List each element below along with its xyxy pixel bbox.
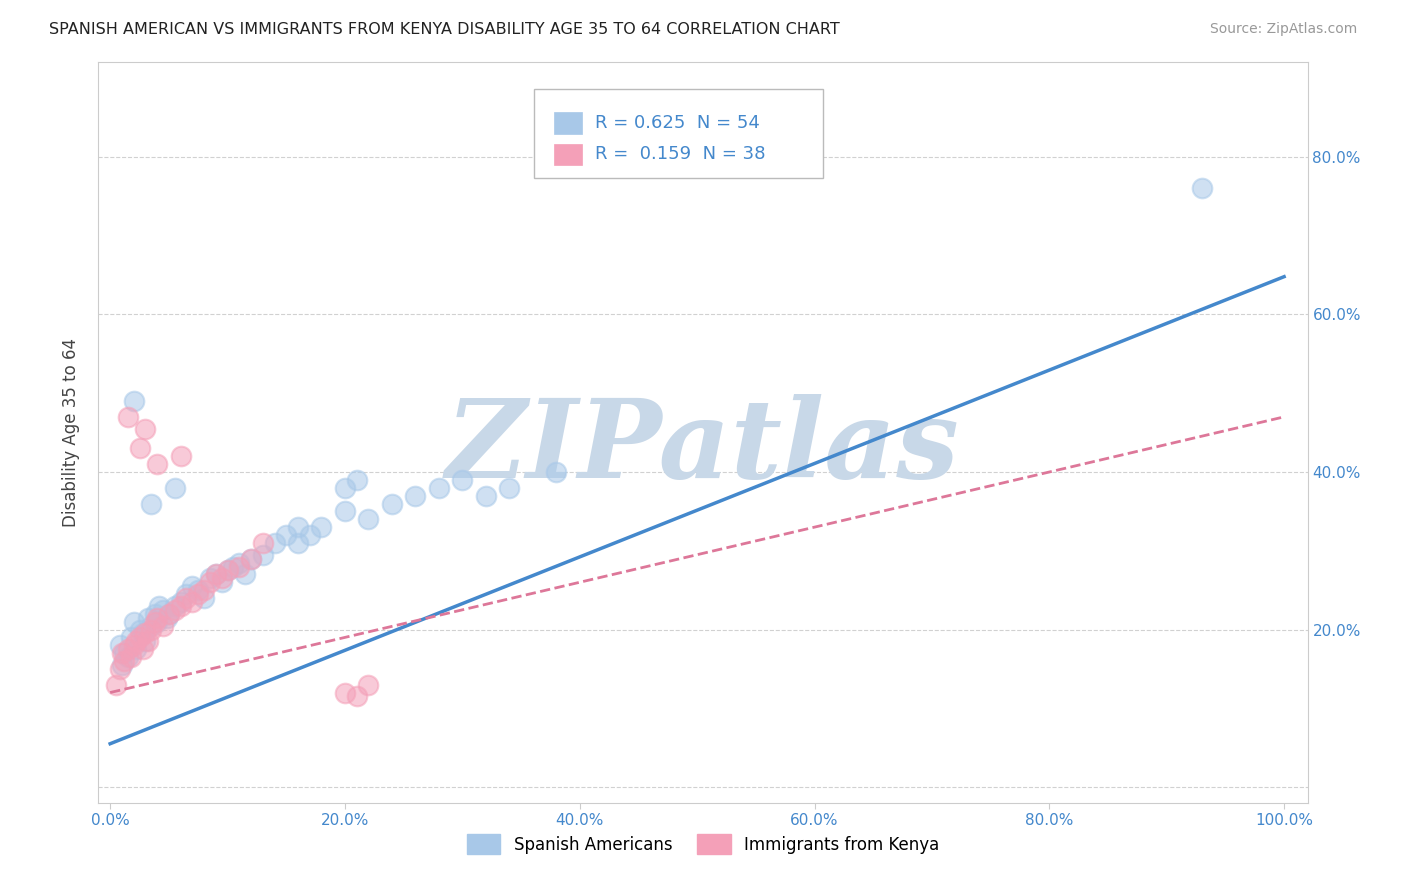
- Point: [141, 496, 163, 510]
- Point: [204, 567, 226, 582]
- Point: [111, 657, 134, 672]
- Point: [381, 496, 404, 510]
- Point: [120, 650, 142, 665]
- Point: [228, 559, 250, 574]
- Point: [108, 638, 131, 652]
- Point: [451, 473, 474, 487]
- Point: [498, 481, 520, 495]
- Point: [475, 489, 498, 503]
- Point: [211, 575, 233, 590]
- Point: [276, 528, 298, 542]
- Point: [181, 579, 204, 593]
- Point: [163, 603, 186, 617]
- Point: [125, 642, 148, 657]
- Point: [333, 481, 356, 495]
- Point: [240, 551, 263, 566]
- Point: [134, 422, 156, 436]
- Point: [122, 615, 145, 629]
- Point: [155, 610, 177, 624]
- Point: [122, 394, 145, 409]
- Point: [141, 618, 163, 632]
- Point: [357, 512, 380, 526]
- Point: [546, 465, 568, 479]
- Point: [176, 587, 198, 601]
- Point: [122, 638, 145, 652]
- Point: [333, 685, 356, 699]
- Point: [108, 662, 131, 676]
- Point: [117, 642, 139, 657]
- Point: [217, 564, 239, 578]
- Point: [217, 564, 239, 578]
- Point: [146, 457, 169, 471]
- Point: [346, 473, 368, 487]
- Point: [132, 642, 155, 657]
- Point: [287, 520, 309, 534]
- Point: [141, 623, 163, 637]
- Point: [128, 442, 150, 456]
- Y-axis label: Disability Age 35 to 64: Disability Age 35 to 64: [62, 338, 80, 527]
- Point: [163, 599, 186, 613]
- Point: [169, 599, 191, 613]
- Point: [148, 599, 170, 613]
- Point: [111, 646, 134, 660]
- Legend: Spanish Americans, Immigrants from Kenya: Spanish Americans, Immigrants from Kenya: [460, 828, 946, 861]
- Point: [193, 583, 215, 598]
- Point: [193, 591, 215, 605]
- Point: [181, 595, 204, 609]
- Point: [176, 591, 198, 605]
- Point: [204, 567, 226, 582]
- Text: R = 0.625  N = 54: R = 0.625 N = 54: [595, 114, 759, 132]
- Point: [228, 556, 250, 570]
- Point: [134, 626, 156, 640]
- Point: [105, 678, 128, 692]
- Point: [404, 489, 426, 503]
- Point: [146, 610, 169, 624]
- Point: [136, 634, 159, 648]
- Point: [287, 536, 309, 550]
- Point: [240, 551, 263, 566]
- Point: [198, 575, 221, 590]
- Point: [311, 520, 333, 534]
- Point: [112, 654, 135, 668]
- Point: [157, 607, 180, 621]
- Point: [1191, 181, 1213, 195]
- Point: [198, 571, 221, 585]
- Point: [233, 567, 256, 582]
- Point: [333, 504, 356, 518]
- Point: [120, 631, 142, 645]
- Point: [163, 481, 186, 495]
- Point: [146, 615, 169, 629]
- Point: [427, 481, 450, 495]
- Point: [187, 583, 209, 598]
- Point: [143, 615, 166, 629]
- Point: [143, 607, 166, 621]
- Point: [263, 536, 285, 550]
- Point: [132, 626, 155, 640]
- Point: [346, 690, 368, 704]
- Point: [357, 678, 380, 692]
- Point: [117, 650, 139, 665]
- Point: [125, 634, 148, 648]
- Point: [136, 610, 159, 624]
- Point: [298, 528, 321, 542]
- Text: SPANISH AMERICAN VS IMMIGRANTS FROM KENYA DISABILITY AGE 35 TO 64 CORRELATION CH: SPANISH AMERICAN VS IMMIGRANTS FROM KENY…: [49, 22, 839, 37]
- Point: [187, 587, 209, 601]
- Point: [169, 595, 191, 609]
- Point: [117, 409, 139, 424]
- Point: [252, 548, 274, 562]
- Point: [128, 623, 150, 637]
- Point: [252, 536, 274, 550]
- Text: ZIPatlas: ZIPatlas: [446, 393, 960, 501]
- Point: [169, 449, 191, 463]
- Point: [222, 559, 245, 574]
- Point: [211, 571, 233, 585]
- Text: Source: ZipAtlas.com: Source: ZipAtlas.com: [1209, 22, 1357, 37]
- Point: [112, 646, 135, 660]
- Point: [128, 631, 150, 645]
- Point: [152, 618, 174, 632]
- Point: [157, 607, 180, 621]
- Point: [134, 634, 156, 648]
- Text: R =  0.159  N = 38: R = 0.159 N = 38: [595, 145, 765, 163]
- Point: [152, 603, 174, 617]
